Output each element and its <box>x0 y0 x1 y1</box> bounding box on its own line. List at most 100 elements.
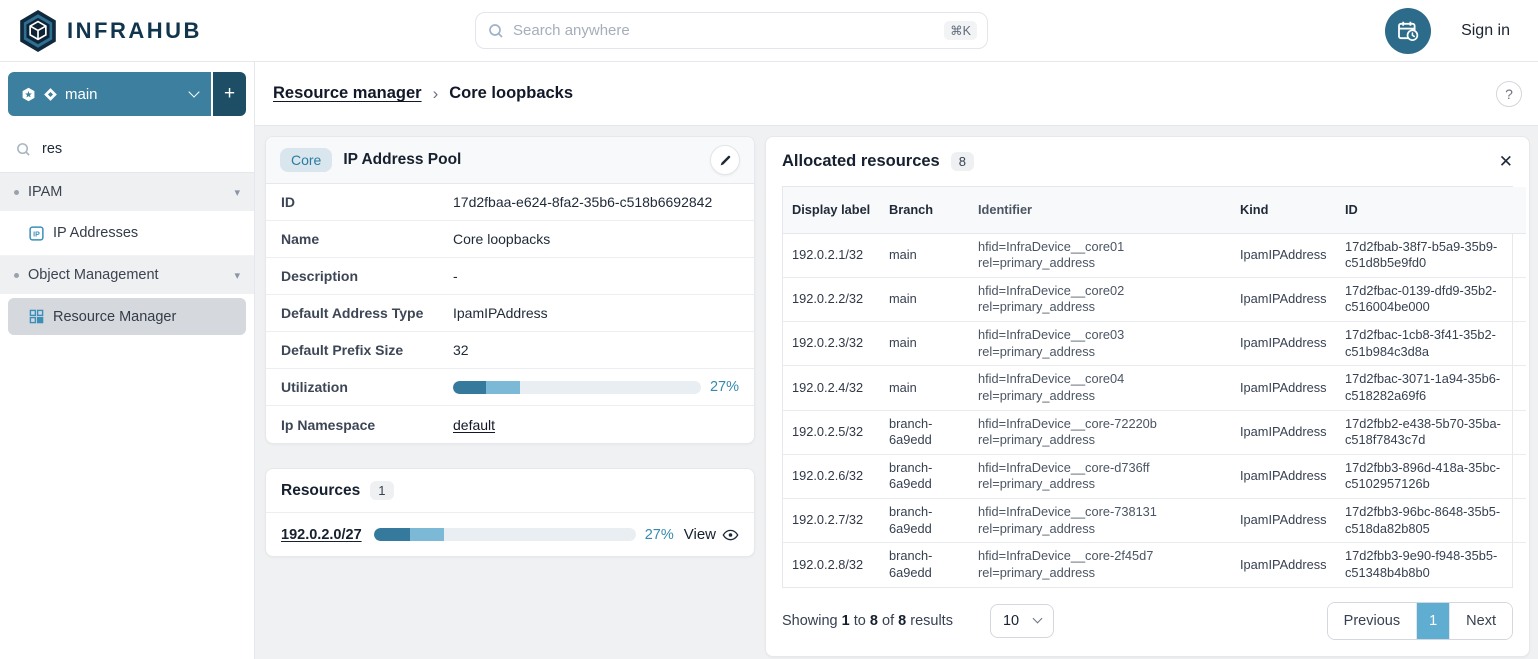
column-kind: Kind <box>1231 187 1336 234</box>
help-button[interactable]: ? <box>1496 80 1522 107</box>
resource-progress-bar <box>373 528 636 541</box>
cell-branch: branch-6a9edd <box>880 454 969 500</box>
column-branch: Branch <box>880 187 969 234</box>
view-resource-button[interactable]: View <box>684 526 739 543</box>
breadcrumb-current: Core loopbacks <box>449 84 574 102</box>
branch-diamond-icon <box>43 87 58 102</box>
cell-id: 17d2fbb3-9e90-f948-35b5-c51348b4b8b0 <box>1345 548 1498 580</box>
cell-identifier: hfid=InfraDevice__core-738131 rel=primary… <box>969 498 1231 544</box>
sidebar-item-ip-addresses[interactable]: IP IP Addresses <box>0 211 254 256</box>
cell-branch: main <box>880 277 969 323</box>
time-travel-button[interactable] <box>1385 7 1432 54</box>
top-bar: INFRAHUB Search anywhere ⌘K Sign in <box>0 0 1538 62</box>
cell-kind: IpamIPAddress <box>1231 365 1336 411</box>
field-row-description: Description - <box>266 258 754 295</box>
cell-kind: IpamIPAddress <box>1231 321 1336 367</box>
resource-row: 192.0.2.0/27 27% View <box>266 513 754 556</box>
cell-display-label: 192.0.2.4/32 <box>783 365 880 411</box>
caret-down-icon: ▾ <box>234 186 240 199</box>
cell-kind: IpamIPAddress <box>1231 498 1336 544</box>
global-search-input[interactable]: Search anywhere ⌘K <box>475 12 988 49</box>
utilization-percent: 27% <box>709 379 739 395</box>
namespace-link[interactable]: default <box>453 416 496 433</box>
sidebar-section-object-management[interactable]: Object Management ▾ <box>0 256 254 294</box>
branch-selector[interactable]: main <box>8 72 211 116</box>
pagination-bar: Showing 1 to 8 of 8 results 10 Previous <box>782 601 1513 640</box>
cell-display-label: 192.0.2.6/32 <box>783 454 880 500</box>
field-row-utilization: Utilization 27% <box>266 369 754 406</box>
page-1-button[interactable]: 1 <box>1416 602 1450 639</box>
sidebar-section-ipam[interactable]: IPAM ▾ <box>0 173 254 211</box>
chevron-down-icon <box>1032 613 1043 624</box>
close-icon[interactable]: ✕ <box>1498 152 1513 171</box>
cell-kind: IpamIPAddress <box>1231 277 1336 323</box>
next-page-button[interactable]: Next <box>1449 602 1512 639</box>
app-logo[interactable]: INFRAHUB <box>0 9 255 53</box>
cell-identifier: hfid=InfraDevice__core-d736ff rel=primary… <box>969 454 1231 500</box>
cell-identifier: hfid=InfraDevice__core02 rel=primary_addr… <box>969 277 1231 323</box>
results-summary: Showing 1 to 8 of 8 results <box>782 612 953 629</box>
field-row-default-prefix-size: Default Prefix Size 32 <box>266 332 754 369</box>
table-row: 192.0.2.3/32 main hfid=InfraDevice__core03… <box>783 321 1526 367</box>
cell-kind: IpamIPAddress <box>1231 410 1336 455</box>
column-identifier: Identifier <box>969 187 1231 234</box>
cell-identifier: hfid=InfraDevice__core-2f45d7 rel=primary… <box>978 548 1154 580</box>
cell-display-label: 192.0.2.7/32 <box>783 498 880 544</box>
cell-display-label: 192.0.2.8/32 <box>792 556 864 572</box>
cell-id: 17d2fbb3-96bc-8648-35b5-c518da82b805 <box>1336 498 1526 544</box>
pool-card-title: IP Address Pool <box>343 151 462 168</box>
table-row: 192.0.2.2/32 main hfid=InfraDevice__core02… <box>783 277 1526 323</box>
cell-branch: branch-6a9edd <box>889 548 933 580</box>
table-row: 192.0.2.8/32 branch-6a9edd hfid=InfraDevic… <box>783 543 1526 587</box>
resources-title: Resources <box>281 481 361 499</box>
cell-id: 17d2fbac-3071-1a94-35b6-c518282a69f6 <box>1336 365 1526 411</box>
resource-prefix-link[interactable]: 192.0.2.0/27 <box>281 526 362 543</box>
table-row: 192.0.2.6/32 branch-6a9edd hfid=InfraDevic… <box>783 454 1526 500</box>
allocated-count-badge: 8 <box>950 152 974 171</box>
page-size-select[interactable]: 10 <box>989 603 1055 638</box>
cell-display-label: 192.0.2.1/32 <box>783 233 880 278</box>
sign-in-link[interactable]: Sign in <box>1461 21 1510 39</box>
cell-kind: IpamIPAddress <box>1240 556 1327 572</box>
cell-identifier: hfid=InfraDevice__core-72220b rel=primary… <box>969 410 1231 455</box>
field-row-default-address-type: Default Address Type IpamIPAddress <box>266 295 754 332</box>
edit-pool-button[interactable] <box>710 145 740 175</box>
keyboard-shortcut-badge: ⌘K <box>944 21 977 40</box>
table-row: 192.0.2.4/32 main hfid=InfraDevice__core04… <box>783 365 1526 411</box>
ip-address-icon: IP <box>29 225 44 241</box>
calendar-clock-icon <box>1396 19 1420 43</box>
sidebar-search-value: res <box>42 141 63 157</box>
sidebar-item-resource-manager[interactable]: Resource Manager <box>8 298 246 335</box>
field-row-id: ID 17d2fbaa-e624-8fa2-35b6-c518b6692842 <box>266 184 754 221</box>
search-icon <box>16 142 31 157</box>
cell-id: 17d2fbac-1cb8-3f41-35b2-c51b984c3d8a <box>1336 321 1526 367</box>
svg-text:IP: IP <box>33 231 40 238</box>
allocated-table: Display label Branch Identifier Kind ID … <box>782 186 1526 588</box>
cell-identifier: hfid=InfraDevice__core04 rel=primary_addr… <box>969 365 1231 411</box>
cell-id: 17d2fbab-38f7-b5a9-35b9-c51d8b5e9fd0 <box>1336 233 1526 278</box>
cell-branch: branch-6a9edd <box>880 498 969 544</box>
branch-shield-icon <box>21 87 36 102</box>
cell-branch: branch-6a9edd <box>880 410 969 455</box>
previous-page-button[interactable]: Previous <box>1327 602 1417 639</box>
breadcrumb: Resource manager › Core loopbacks ? <box>255 62 1538 126</box>
table-row: 192.0.2.1/32 main hfid=InfraDevice__core01… <box>783 233 1526 278</box>
allocated-table-body: 192.0.2.1/32 main hfid=InfraDevice__core01… <box>783 233 1526 587</box>
breadcrumb-parent-link[interactable]: Resource manager <box>273 84 422 102</box>
panel-title: Allocated resources <box>782 152 940 170</box>
create-branch-button[interactable]: + <box>213 72 246 116</box>
cell-identifier: hfid=InfraDevice__core03 rel=primary_addr… <box>969 321 1231 367</box>
cell-display-label: 192.0.2.3/32 <box>783 321 880 367</box>
cell-display-label: 192.0.2.2/32 <box>783 277 880 323</box>
search-placeholder: Search anywhere <box>513 22 630 39</box>
bullet-icon <box>14 189 19 195</box>
pager: Previous 1 Next <box>1326 601 1513 640</box>
field-row-ip-namespace: Ip Namespace default <box>281 416 496 433</box>
branch-name: main <box>65 85 98 103</box>
cell-kind: IpamIPAddress <box>1231 454 1336 500</box>
table-header-row: Display label Branch Identifier Kind ID <box>783 187 1526 234</box>
logo-wordmark: INFRAHUB <box>67 17 202 43</box>
sidebar-search-input[interactable]: res <box>0 128 254 173</box>
cell-display-label: 192.0.2.5/32 <box>783 410 880 455</box>
infrahub-logo-icon <box>18 9 58 53</box>
